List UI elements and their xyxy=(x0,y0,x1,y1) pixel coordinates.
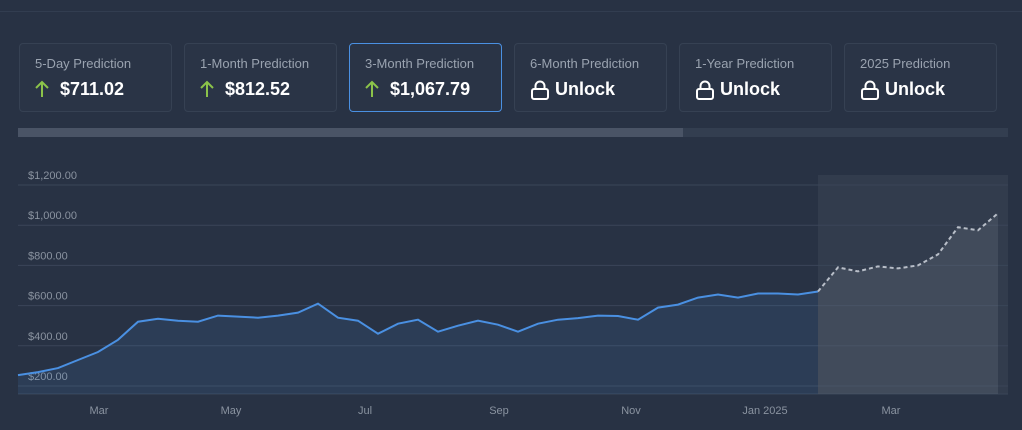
progress-fill xyxy=(18,128,683,137)
prediction-card[interactable]: 1-Year Prediction Unlock xyxy=(679,43,832,112)
card-label: 3-Month Prediction xyxy=(365,56,475,71)
x-tick-label: Mar xyxy=(882,405,901,417)
y-tick-label: $1,000.00 xyxy=(28,210,77,222)
up-arrow xyxy=(35,80,49,97)
card-icon xyxy=(530,80,550,105)
x-tick-label: Jan 2025 xyxy=(742,405,787,417)
card-value: $812.52 xyxy=(225,79,291,99)
y-tick-label: $400.00 xyxy=(28,331,68,343)
card-label: 1-Year Prediction xyxy=(695,56,795,71)
card-icon xyxy=(695,80,715,105)
x-tick-label: Sep xyxy=(489,405,509,417)
y-tick-label: $200.00 xyxy=(28,371,68,383)
x-tick-label: Jul xyxy=(358,405,372,417)
y-tick-label: $800.00 xyxy=(28,250,68,262)
card-value: Unlock xyxy=(885,79,946,99)
up-arrow xyxy=(200,80,214,97)
forecast-region xyxy=(818,175,1008,394)
forecast-area xyxy=(818,213,998,394)
history-line xyxy=(17,290,819,377)
prediction-card[interactable]: 5-Day Prediction $711.02 xyxy=(19,43,172,112)
card-icon xyxy=(860,80,880,105)
progress-bar xyxy=(18,128,1008,137)
card-icon xyxy=(365,80,379,103)
lock-icon xyxy=(861,80,879,100)
y-tick-label: $600.00 xyxy=(28,291,68,303)
card-icon xyxy=(35,80,49,103)
card-label: 1-Month Prediction xyxy=(200,56,310,71)
divider xyxy=(0,11,1022,12)
y-tick-label: $1,200.00 xyxy=(28,170,77,182)
card-label: 6-Month Prediction xyxy=(530,56,640,71)
history-area xyxy=(18,291,818,394)
prediction-card[interactable]: 3-Month Prediction $1,067.79 xyxy=(349,43,502,112)
card-label: 5-Day Prediction xyxy=(35,56,132,71)
card-value: $711.02 xyxy=(60,79,125,99)
prediction-card[interactable]: 6-Month Prediction Unlock xyxy=(514,43,667,112)
lock-icon xyxy=(696,80,714,100)
card-icon xyxy=(200,80,214,103)
card-label: 2025 Prediction xyxy=(860,56,951,71)
card-value: Unlock xyxy=(720,79,781,99)
prediction-card[interactable]: 1-Month Prediction $812.52 xyxy=(184,43,337,112)
prediction-card[interactable]: 2025 Prediction Unlock xyxy=(844,43,997,112)
x-tick-label: May xyxy=(221,405,242,417)
x-tick-label: Mar xyxy=(90,405,109,417)
card-value: $1,067.79 xyxy=(390,79,471,99)
lock-icon xyxy=(531,80,549,100)
up-arrow xyxy=(365,80,379,97)
card-value: Unlock xyxy=(555,79,616,99)
x-tick-label: Nov xyxy=(621,405,641,417)
